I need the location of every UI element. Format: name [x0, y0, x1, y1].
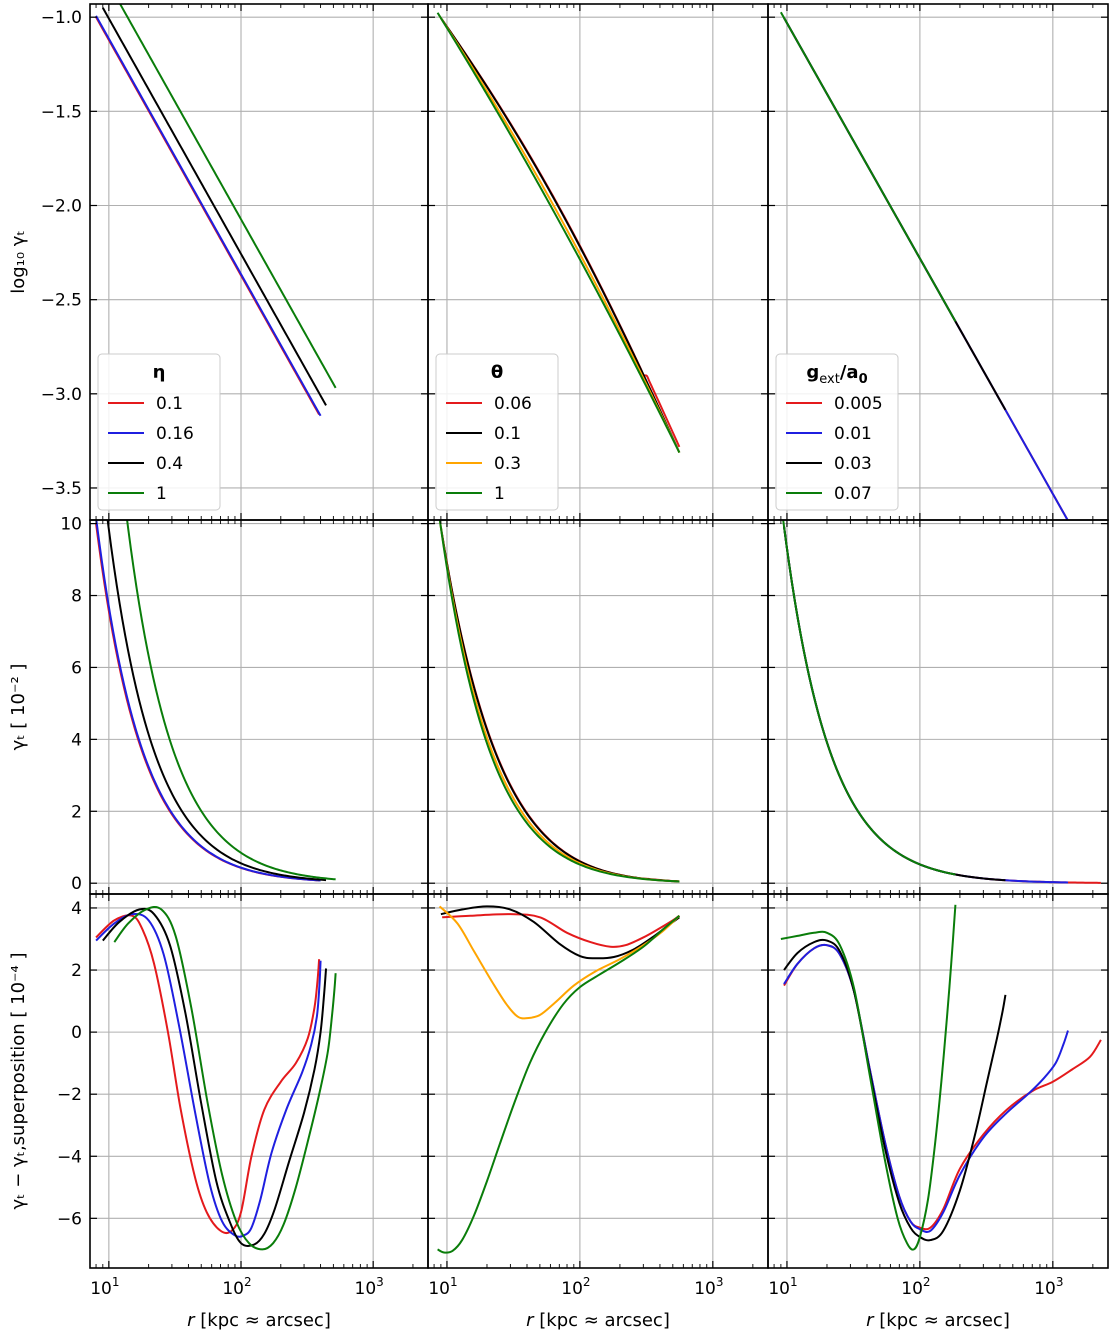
y-tick-label: 8 [71, 587, 82, 607]
y-axis-label: γₜ − γₜ,superposition [ 10⁻⁴ ] [8, 953, 29, 1210]
x-tick-label: 101 [90, 1275, 119, 1299]
series-line-log-1 [118, 4, 337, 389]
legend-title: gext/a0 [806, 362, 867, 387]
series-line-log-0.4 [101, 7, 327, 406]
grid-layer [90, 4, 1108, 1268]
legend-box [435, 353, 559, 511]
series-line-diff-0.06 [442, 913, 680, 948]
series-line-lin-0.07 [782, 520, 956, 876]
x-axis-label: r [kpc ≈ arcsec] [866, 1310, 1010, 1331]
series-line-lin-0.01 [783, 526, 1068, 884]
legend-entry: 0.01 [834, 424, 872, 444]
series-line-diff-0.03 [783, 938, 1007, 1242]
series-line-log-0.1 [440, 17, 681, 453]
y-tick-label: 2 [71, 961, 82, 981]
series-line-lin-1 [438, 520, 680, 883]
legend-box [97, 353, 221, 511]
x-tick-label: 101 [768, 1275, 797, 1299]
legend-title: θ [491, 362, 503, 383]
y-tick-label: −6 [57, 1209, 82, 1229]
x-axis-label: r [kpc ≈ arcsec] [526, 1310, 670, 1331]
legend-entry: 0.005 [834, 394, 883, 414]
series-line-diff-0.1 [95, 914, 321, 1235]
y-tick-label: −2 [57, 1085, 82, 1105]
y-tick-label: 10 [60, 515, 82, 535]
series-line-lin-1 [126, 520, 336, 881]
legend-entry: 1 [156, 484, 167, 504]
y-tick-label: −3.5 [41, 479, 82, 499]
series-line-diff-1 [113, 905, 337, 1251]
x-tick-label: 103 [1034, 1275, 1063, 1299]
y-axis-label: γₜ [ 10⁻² ] [8, 664, 29, 751]
y-tick-label: 4 [71, 730, 82, 750]
y-tick-label: −1.5 [41, 102, 82, 122]
y-tick-label: −2.0 [41, 197, 82, 217]
legend-entry: 0.1 [494, 424, 521, 444]
legend-title: η [153, 362, 166, 383]
y-tick-label: 0 [71, 874, 82, 894]
series-line-lin-0.03 [783, 526, 1006, 882]
y-tick-label: −4 [57, 1147, 82, 1167]
legend: gext/a0 0.005 0.01 0.03 0.07 [775, 353, 899, 511]
x-axis-label: r [kpc ≈ arcsec] [187, 1310, 331, 1331]
x-tick-label: 103 [355, 1275, 384, 1299]
x-tick-label: 102 [222, 1275, 251, 1299]
y-tick-label: 4 [71, 899, 82, 919]
y-tick-label: −2.5 [41, 291, 82, 311]
series-line-log-1 [436, 12, 681, 453]
series-line-log-0.07 [780, 11, 957, 322]
series-line-diff-1 [437, 914, 681, 1254]
y-tick-label: −3.0 [41, 385, 82, 405]
series-line-diff-0.1 [440, 905, 680, 960]
series-line-diff-0.07 [780, 904, 957, 1251]
y-axis-label: log₁₀ γₜ [8, 230, 29, 294]
x-tick-label: 103 [694, 1275, 723, 1299]
legend-entry: 1 [494, 484, 505, 504]
x-tick-label: 102 [901, 1275, 930, 1299]
series-line-diff-0.3 [438, 905, 681, 1020]
series-line-lin-0.3 [438, 520, 680, 883]
y-tick-label: 0 [71, 1023, 82, 1043]
panel-frame [89, 893, 429, 1269]
legend-entry: 0.1 [156, 394, 183, 414]
legend-entry: 0.06 [494, 394, 532, 414]
series-line-diff-0.4 [102, 907, 328, 1247]
x-tick-label: 101 [428, 1275, 457, 1299]
legend-entry: 0.03 [834, 454, 872, 474]
ticks-layer [90, 4, 1108, 1268]
legend-entry: 0.3 [494, 454, 521, 474]
series-line-lin-0.4 [106, 520, 327, 882]
panel-frame [427, 893, 769, 1269]
y-tick-label: −1.0 [41, 8, 82, 28]
legend: θ 0.06 0.1 0.3 1 [435, 353, 559, 511]
legend-entry: 0.4 [156, 454, 183, 474]
series-line-log-0.16 [95, 15, 322, 417]
panel-frame [767, 893, 1109, 1269]
panel-frame [767, 519, 1109, 895]
series-line-lin-0.16 [95, 520, 321, 882]
legend: η 0.1 0.16 0.4 1 [97, 353, 221, 511]
series-line-diff-0.01 [783, 943, 1069, 1233]
lines-layer [95, 4, 1102, 1254]
legend-box [775, 353, 899, 511]
legends-layer: η 0.1 0.16 0.4 1 θ 0.06 0.1 0.3 1 gext/a0 0.005 0.01… [97, 353, 899, 511]
frames-layer [89, 3, 1109, 1269]
y-tick-label: 2 [71, 802, 82, 822]
legend-entry: 0.16 [156, 424, 194, 444]
series-line-lin-0.1 [95, 523, 320, 882]
series-line-log-0.3 [438, 15, 681, 453]
y-tick-label: 6 [71, 658, 82, 678]
legend-entry: 0.07 [834, 484, 872, 504]
x-tick-label: 102 [561, 1275, 590, 1299]
